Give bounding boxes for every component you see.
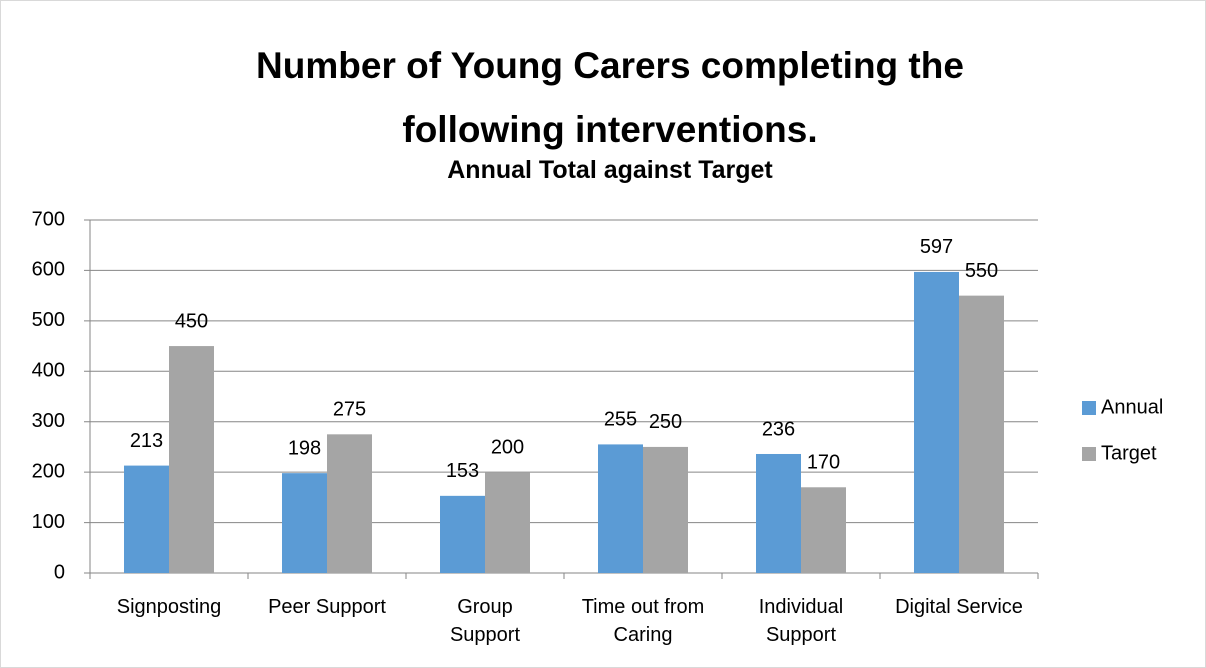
x-tick-label: Group Support: [449, 596, 521, 646]
value-label: 275: [333, 399, 366, 421]
legend-label: Annual: [1101, 396, 1163, 418]
value-label: 250: [649, 411, 682, 433]
bar: [282, 473, 327, 573]
bar: [124, 465, 169, 573]
x-tick-label: Time out from Caring: [581, 596, 705, 646]
y-tick-label: 400: [32, 360, 65, 382]
x-tick-label: Peer Support: [268, 596, 386, 618]
value-label: 236: [762, 418, 795, 440]
y-tick-label: 0: [54, 561, 65, 583]
legend-label: Target: [1101, 442, 1157, 464]
bar: [959, 295, 1004, 573]
legend-swatch: [1082, 447, 1096, 461]
value-label: 255: [604, 409, 637, 431]
bar: [914, 271, 959, 573]
bar: [598, 444, 643, 573]
bar: [756, 453, 801, 573]
bar: [169, 346, 214, 573]
y-tick-label: 600: [32, 259, 65, 281]
value-label: 198: [288, 437, 321, 459]
value-label: 450: [175, 310, 208, 332]
bar: [327, 434, 372, 573]
value-label: 200: [491, 436, 524, 458]
bar: [801, 487, 846, 573]
x-tick-label: Signposting: [116, 596, 222, 618]
value-label: 597: [920, 236, 953, 258]
x-tick-label: Digital Service: [895, 596, 1023, 618]
legend-swatch: [1082, 401, 1096, 415]
value-label: 153: [446, 460, 479, 482]
x-tick-label: Individual Support: [758, 596, 844, 646]
y-tick-label: 700: [32, 208, 65, 230]
y-tick-label: 500: [32, 309, 65, 331]
value-label: 170: [807, 452, 840, 474]
chart-title: Number of Young Carers completing the fo…: [256, 45, 964, 150]
chart-subtitle: Annual Total against Target: [447, 156, 773, 184]
y-tick-label: 300: [32, 410, 65, 432]
value-label: 550: [965, 260, 998, 282]
bar: [643, 446, 688, 573]
y-tick-label: 200: [32, 460, 65, 482]
bar: [485, 472, 530, 573]
y-tick-label: 100: [32, 511, 65, 533]
value-label: 213: [130, 430, 163, 452]
bar: [440, 495, 485, 573]
